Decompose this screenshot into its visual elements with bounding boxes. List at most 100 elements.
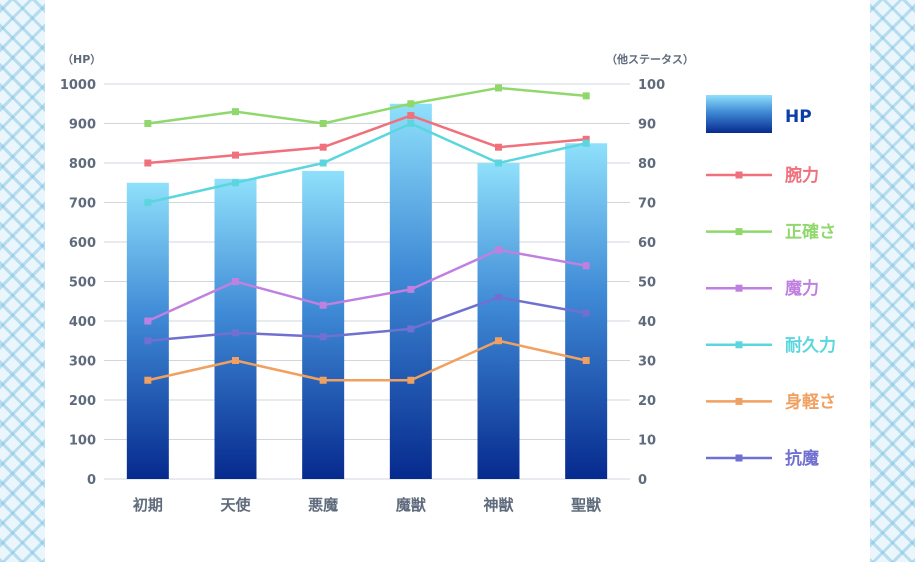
hp-bar <box>214 178 257 480</box>
series-point <box>407 285 415 293</box>
series-line <box>147 86 587 125</box>
series-point <box>144 159 152 167</box>
right-axis-tick-label: 40 <box>638 315 656 330</box>
grid-lines <box>104 83 630 480</box>
series-point <box>495 84 502 92</box>
hp-bar <box>477 163 520 479</box>
hp-bar <box>302 170 345 479</box>
category-labels: 初期 天使 悪魔 魔獣 神獣 聖獣 <box>133 496 602 514</box>
series-point <box>232 329 239 337</box>
decorative-pattern-right <box>870 0 915 562</box>
legend-swatch-marker <box>735 171 743 179</box>
right-axis-tick-label: 30 <box>638 355 656 370</box>
series-point <box>144 120 152 127</box>
left-axis-tick-label: 300 <box>69 355 96 370</box>
category-label: 聖獣 <box>571 496 602 514</box>
legend-label-hp: HP <box>785 107 812 127</box>
series-line <box>147 122 587 204</box>
series-point <box>495 293 502 301</box>
series-line <box>147 339 587 382</box>
series-point <box>495 337 502 345</box>
left-axis-tick-label: 200 <box>69 394 96 409</box>
category-label: 悪魔 <box>308 496 338 514</box>
category-label: 神獣 <box>483 496 514 514</box>
category-label: 天使 <box>220 496 251 514</box>
legend-swatch-marker <box>735 284 743 292</box>
series-point <box>232 151 239 159</box>
legend-swatch-marker <box>735 397 743 405</box>
left-axis-tick-label: 1000 <box>60 78 96 93</box>
series-line <box>147 114 587 165</box>
hp-bar <box>126 182 169 479</box>
series-point <box>582 139 590 147</box>
series-point <box>144 376 152 384</box>
legend-label: 正確さ <box>785 222 836 243</box>
series-point <box>582 92 590 100</box>
left-axis-tick-label: 800 <box>69 157 96 172</box>
decorative-pattern-left <box>0 0 45 562</box>
legend-swatch-marker <box>735 341 743 349</box>
series-point <box>407 376 415 384</box>
series-point <box>582 357 590 364</box>
series-point <box>407 120 415 127</box>
left-axis-unit-label: （HP） <box>62 53 101 66</box>
series-point <box>319 159 327 167</box>
legend-swatch-marker <box>735 228 743 236</box>
series-point <box>407 325 415 333</box>
left-axis-ticks: 0 100 200 300 400 500 600 700 800 900 1000 <box>60 78 96 488</box>
right-axis-unit-label: （他ステータス） <box>606 52 694 66</box>
legend-label: 腕力 <box>785 165 819 186</box>
series-point <box>232 179 239 187</box>
series-point <box>582 309 590 317</box>
legend-swatch-marker <box>735 454 743 462</box>
left-axis-tick-label: 900 <box>69 118 96 133</box>
legend-label: 抗魔 <box>785 448 819 469</box>
right-axis-tick-label: 100 <box>638 78 665 93</box>
status-lines <box>144 84 590 384</box>
right-axis-tick-label: 60 <box>638 236 656 251</box>
right-axis-ticks: 0 10 20 30 40 50 60 70 80 90 100 <box>638 78 665 488</box>
series-point <box>232 278 239 285</box>
series-point <box>319 376 327 384</box>
right-axis-tick-label: 90 <box>638 118 656 133</box>
series-point <box>407 100 415 108</box>
legend-swatch-hp <box>706 95 772 133</box>
series-point <box>319 120 327 127</box>
right-axis-tick-label: 20 <box>638 394 656 409</box>
right-axis-tick-label: 0 <box>638 473 647 488</box>
right-axis-tick-label: 80 <box>638 157 656 172</box>
series-point <box>144 317 152 325</box>
series-point <box>407 112 415 120</box>
series-point <box>495 246 502 254</box>
series-line <box>147 248 587 323</box>
series-point <box>232 357 239 364</box>
series-point <box>319 333 327 341</box>
series-point <box>582 262 590 270</box>
series-line <box>147 296 587 342</box>
series-point <box>319 143 327 151</box>
series-point <box>319 301 327 309</box>
left-axis-tick-label: 500 <box>69 276 96 291</box>
category-label: 魔獣 <box>396 496 427 514</box>
left-axis-tick-label: 600 <box>69 236 96 251</box>
series-point <box>144 337 152 345</box>
legend-label: 耐久力 <box>785 335 836 356</box>
left-axis-tick-label: 700 <box>69 197 96 212</box>
series-point <box>495 143 502 151</box>
hp-bars <box>126 103 608 480</box>
left-axis-tick-label: 100 <box>69 434 96 449</box>
series-point <box>582 135 590 143</box>
legend-label: 魔力 <box>785 278 819 299</box>
right-axis-tick-label: 10 <box>638 434 656 449</box>
series-point <box>232 108 239 116</box>
right-axis-tick-label: 50 <box>638 276 656 291</box>
left-axis-tick-label: 400 <box>69 315 96 330</box>
legend-label: 身軽さ <box>785 391 836 412</box>
series-point <box>495 159 502 167</box>
right-axis-tick-label: 70 <box>638 197 656 212</box>
left-axis-tick-label: 0 <box>87 473 96 488</box>
category-label: 初期 <box>133 496 163 514</box>
series-point <box>144 199 152 206</box>
